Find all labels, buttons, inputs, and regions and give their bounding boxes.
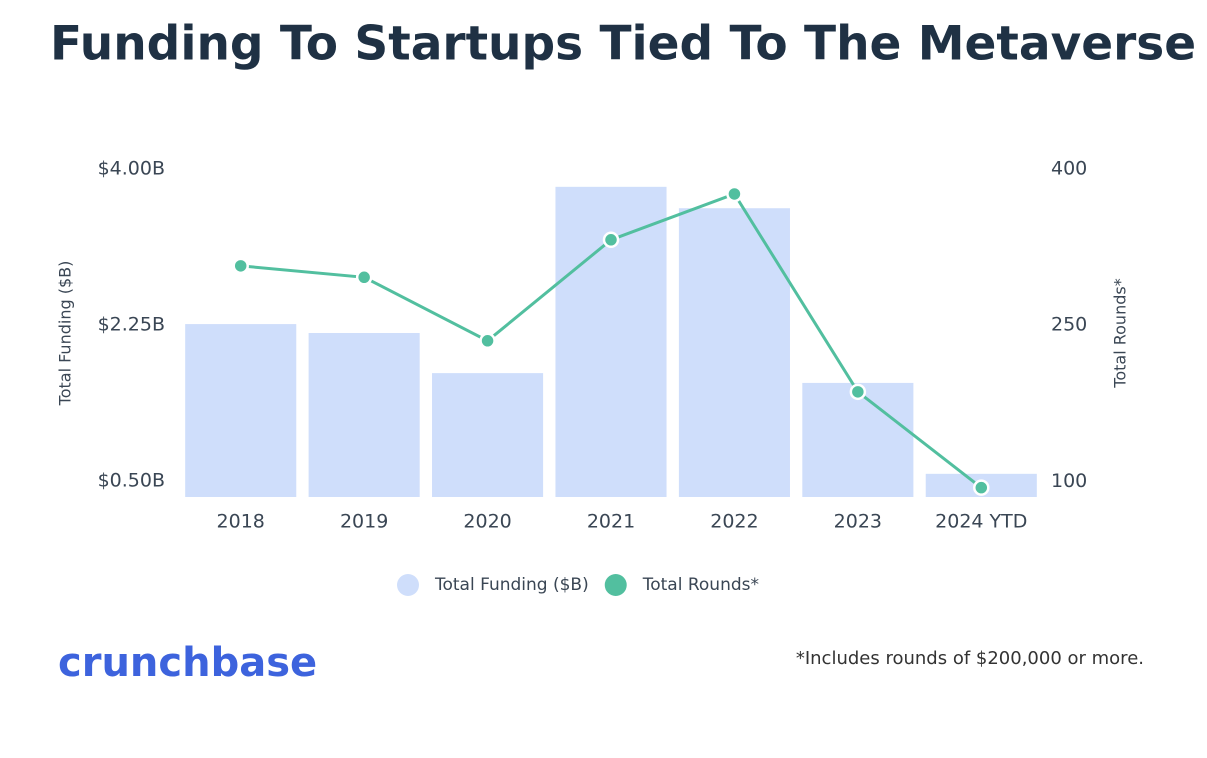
x-tick-label: 2022 xyxy=(710,511,758,533)
bar xyxy=(308,333,420,497)
legend-label: Total Funding ($B) xyxy=(434,575,589,595)
point xyxy=(726,185,743,203)
x-tick-label: 2021 xyxy=(587,511,635,533)
point xyxy=(849,383,867,401)
footnote: *Includes rounds of $200,000 or more. xyxy=(796,648,1144,669)
point xyxy=(602,231,620,249)
x-tick-label: 2024 YTD xyxy=(935,511,1027,533)
logo: crunchbase xyxy=(58,640,317,686)
x-tick-label: 2019 xyxy=(340,511,388,533)
x-tick-label: 2020 xyxy=(463,511,511,533)
legend-label: Total Rounds* xyxy=(642,575,759,595)
y2-axis-label: Total Rounds* xyxy=(1111,278,1130,388)
y2-tick-label: 100 xyxy=(1051,470,1087,492)
legend-marker xyxy=(397,574,419,596)
point xyxy=(232,257,249,275)
bar xyxy=(802,382,914,497)
bar xyxy=(678,208,790,497)
bar xyxy=(432,373,544,497)
x-tick-label: 2023 xyxy=(834,511,882,533)
x-tick-label: 2018 xyxy=(217,511,265,533)
point xyxy=(355,269,373,286)
y2-tick-label: 250 xyxy=(1051,314,1087,336)
y-tick-label: $4.00B xyxy=(98,158,165,180)
y-tick-label: $2.25B xyxy=(98,313,165,335)
y-axis-label: Total Funding ($B) xyxy=(56,261,75,407)
point xyxy=(479,332,496,350)
y2-tick-label: 400 xyxy=(1051,158,1087,180)
legend-marker xyxy=(604,574,627,596)
bar xyxy=(185,324,297,497)
chart-title: Funding To Startups Tied To The Metavers… xyxy=(50,17,1207,72)
point xyxy=(973,479,990,496)
y-tick-label: $0.50B xyxy=(98,469,165,491)
